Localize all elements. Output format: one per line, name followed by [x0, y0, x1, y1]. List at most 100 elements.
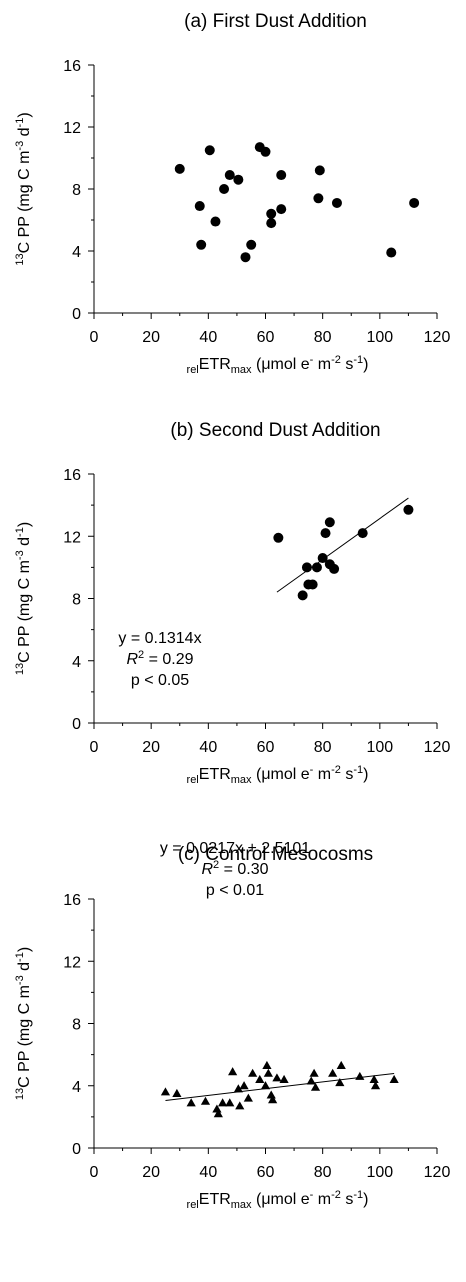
- x-tick-label: 40: [199, 329, 217, 346]
- x-tick-label: 100: [366, 1164, 393, 1181]
- data-point: [328, 1068, 338, 1077]
- data-point: [335, 1078, 345, 1087]
- y-tick-label: 16: [63, 892, 81, 909]
- data-point: [225, 1098, 235, 1107]
- x-tick-label: 100: [366, 739, 393, 756]
- data-point: [233, 174, 244, 185]
- y-axis-label: 13C PP (mg C m-3 d-1): [14, 947, 33, 1100]
- x-axis-label: relETRmax (μmol e- m-2 s-1): [187, 1189, 369, 1211]
- data-point: [219, 184, 230, 194]
- x-tick-label: 60: [257, 329, 275, 346]
- data-point: [306, 1076, 316, 1085]
- chart-title: (c) Control Mesocosms: [178, 844, 373, 865]
- data-point: [386, 247, 397, 258]
- y-tick-label: 8: [72, 1017, 81, 1034]
- data-point: [369, 1074, 379, 1083]
- data-point: [301, 562, 312, 573]
- data-point: [266, 218, 277, 229]
- data-point: [307, 579, 318, 590]
- x-tick-label: 60: [257, 1164, 275, 1181]
- x-axis-label: relETRmax (μmol e- m-2 s-1): [187, 764, 369, 786]
- data-point: [272, 1073, 282, 1082]
- data-point: [260, 1081, 271, 1090]
- y-axis-label: 13C PP (mg C m-3 d-1): [14, 522, 33, 675]
- data-point: [204, 145, 215, 156]
- x-tick-label: 40: [199, 1164, 217, 1181]
- regression-equation: y = 0.1314x: [118, 630, 201, 647]
- y-tick-label: 16: [63, 58, 81, 75]
- r-squared-label: R2 = 0.29: [126, 649, 193, 668]
- data-point: [174, 163, 185, 174]
- y-tick-label: 4: [72, 1079, 81, 1096]
- y-tick-label: 12: [63, 120, 81, 137]
- data-point: [268, 1095, 278, 1104]
- data-point: [279, 1074, 289, 1083]
- r-squared-label: R2 = 0.30: [201, 859, 268, 878]
- data-point: [320, 528, 331, 539]
- data-point: [311, 562, 322, 573]
- data-point: [228, 1067, 238, 1076]
- y-tick-label: 8: [72, 182, 81, 199]
- x-tick-label: 120: [424, 739, 451, 756]
- data-point: [240, 252, 251, 263]
- y-tick-label: 12: [63, 954, 81, 971]
- data-point: [233, 1084, 243, 1093]
- data-point: [266, 208, 277, 219]
- data-point: [260, 146, 271, 157]
- p-value-label: p < 0.05: [131, 672, 189, 689]
- data-point: [370, 1081, 381, 1090]
- y-axis-label: 13C PP (mg C m-3 d-1): [14, 112, 33, 265]
- x-tick-label: 0: [90, 1164, 99, 1181]
- x-tick-label: 80: [314, 1164, 332, 1181]
- data-point: [196, 239, 207, 250]
- data-point: [239, 1081, 249, 1090]
- data-point: [324, 517, 335, 528]
- y-tick-label: 8: [72, 592, 81, 609]
- data-point: [276, 170, 287, 181]
- x-tick-label: 100: [366, 329, 393, 346]
- y-tick-label: 12: [63, 529, 81, 546]
- y-tick-label: 16: [63, 467, 81, 484]
- y-tick-label: 4: [72, 244, 81, 261]
- data-point: [224, 170, 235, 181]
- data-point: [210, 216, 221, 227]
- data-point: [309, 1068, 319, 1077]
- x-tick-label: 80: [314, 739, 332, 756]
- data-point: [263, 1068, 273, 1077]
- data-point: [276, 204, 287, 215]
- chart-panel-1: (a) First Dust Addition 0 4 8 12 16 0 20 40 60 80 1…: [14, 11, 450, 376]
- x-tick-label: 20: [142, 329, 160, 346]
- chart-title: (b) Second Dust Addition: [170, 420, 380, 441]
- data-point: [317, 553, 328, 564]
- data-point: [314, 165, 325, 176]
- data-point: [248, 1068, 258, 1077]
- data-point: [389, 1074, 399, 1083]
- data-point: [336, 1060, 346, 1069]
- data-point: [243, 1093, 253, 1102]
- data-point: [194, 201, 205, 212]
- data-point: [172, 1088, 182, 1097]
- chart-title: (a) First Dust Addition: [184, 11, 367, 32]
- data-point: [329, 563, 340, 574]
- x-tick-label: 120: [424, 1164, 451, 1181]
- x-tick-label: 20: [142, 1164, 160, 1181]
- y-tick-label: 0: [72, 306, 81, 323]
- data-point: [246, 239, 257, 250]
- regression-line: [276, 497, 409, 593]
- data-point: [235, 1101, 245, 1110]
- data-point: [186, 1098, 196, 1107]
- data-point: [355, 1071, 365, 1080]
- p-value-label: p < 0.01: [206, 882, 264, 899]
- data-point: [313, 193, 324, 204]
- data-point: [403, 504, 414, 515]
- y-tick-label: 0: [72, 1141, 81, 1158]
- x-tick-label: 0: [90, 329, 99, 346]
- data-point: [310, 1082, 321, 1091]
- data-point: [218, 1098, 228, 1107]
- x-tick-label: 80: [314, 329, 332, 346]
- data-point: [331, 197, 342, 208]
- x-tick-label: 40: [199, 739, 217, 756]
- data-point: [297, 590, 308, 601]
- data-point: [266, 1090, 276, 1099]
